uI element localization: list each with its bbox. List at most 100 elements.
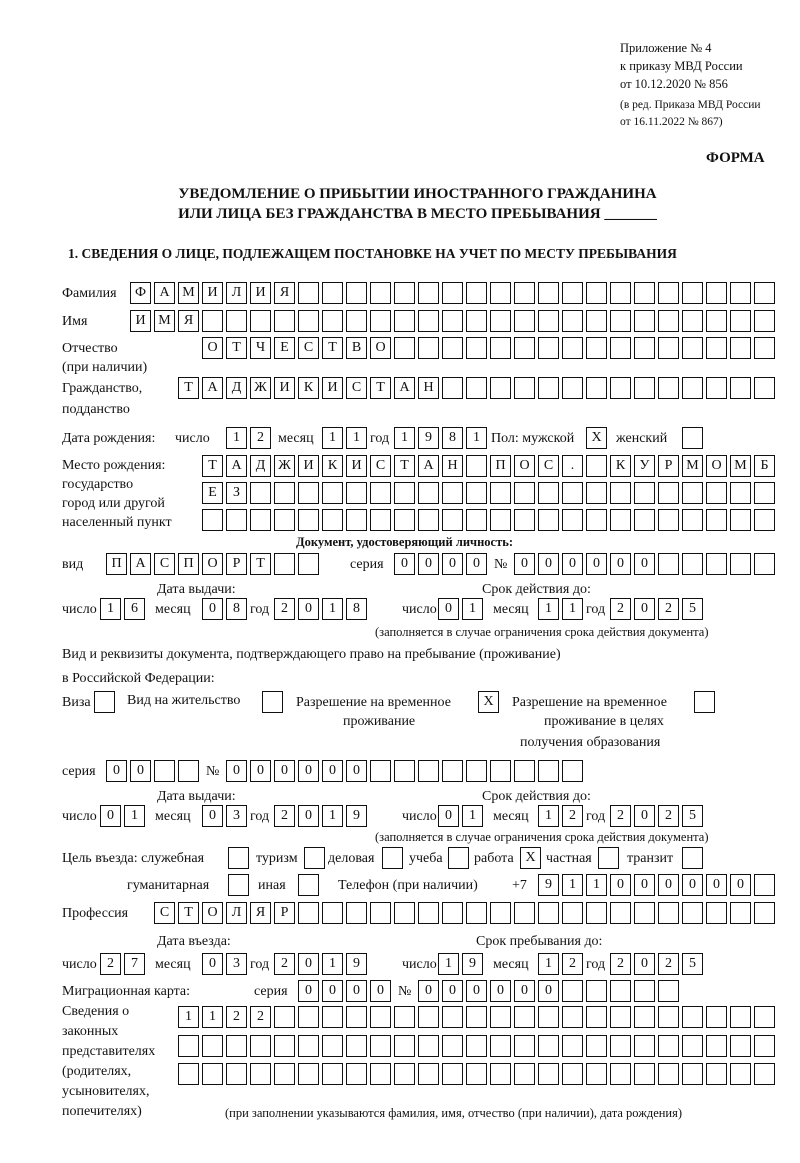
char-box (346, 1035, 367, 1057)
char-box (754, 553, 775, 575)
char-box (466, 1035, 487, 1057)
char-box (250, 1063, 271, 1085)
char-box: 0 (100, 805, 121, 827)
valid-date-label: Срок действия до: (482, 582, 591, 597)
char-box (562, 1063, 583, 1085)
char-box (610, 509, 631, 531)
char-box (610, 377, 631, 399)
char-box (586, 377, 607, 399)
char-box (610, 902, 631, 924)
char-box (226, 1035, 247, 1057)
char-box (658, 1006, 679, 1028)
char-box (754, 874, 775, 896)
char-box: 1 (462, 805, 483, 827)
char-box (298, 310, 319, 332)
char-box (562, 1006, 583, 1028)
char-box: А (418, 455, 439, 477)
char-box (562, 509, 583, 531)
sex-label: Пол: мужской (491, 431, 575, 446)
representatives-label: законных (62, 1024, 119, 1039)
char-box (442, 377, 463, 399)
char-box: О (202, 902, 223, 924)
purpose-label: работа (474, 851, 514, 866)
appendix-line: к приказу МВД России (620, 59, 743, 73)
char-box: О (370, 337, 391, 359)
char-box (370, 509, 391, 531)
char-box (634, 310, 655, 332)
year-label: год (250, 602, 270, 617)
char-box (490, 377, 511, 399)
char-box: И (250, 282, 271, 304)
birth-place-label: населенный пункт (62, 515, 172, 530)
char-box: 2 (274, 805, 295, 827)
char-box (562, 282, 583, 304)
char-box (562, 377, 583, 399)
char-box (586, 455, 607, 477)
char-box: 0 (298, 760, 319, 782)
char-box: О (202, 337, 223, 359)
year-label: год (586, 957, 606, 972)
char-box: 9 (346, 805, 367, 827)
char-box (394, 509, 415, 531)
purpose-label: гуманитарная (127, 878, 210, 893)
day-label: число (402, 602, 437, 617)
char-box (442, 482, 463, 504)
char-box: С (154, 902, 175, 924)
char-box (298, 509, 319, 531)
char-box: И (322, 377, 343, 399)
char-box (418, 1006, 439, 1028)
char-box (418, 337, 439, 359)
char-box (322, 310, 343, 332)
char-box (514, 310, 535, 332)
char-box (262, 691, 283, 713)
char-box (490, 902, 511, 924)
char-box: О (514, 455, 535, 477)
char-box (706, 902, 727, 924)
char-box (658, 509, 679, 531)
char-box: Е (202, 482, 223, 504)
char-box (346, 902, 367, 924)
migration-card-label: Миграционная карта: (62, 984, 191, 999)
char-box (250, 509, 271, 531)
char-box: 3 (226, 805, 247, 827)
char-box: 0 (250, 760, 271, 782)
char-box (706, 337, 727, 359)
kind-label: вид (62, 557, 84, 572)
char-box: 2 (562, 805, 583, 827)
char-box: 0 (490, 980, 511, 1002)
char-box (466, 509, 487, 531)
char-box: 0 (610, 553, 631, 575)
char-box (538, 509, 559, 531)
char-box (610, 337, 631, 359)
char-box (538, 1006, 559, 1028)
char-box (394, 1035, 415, 1057)
char-box: 0 (634, 874, 655, 896)
char-box: С (154, 553, 175, 575)
char-box (754, 1035, 775, 1057)
char-box (202, 509, 223, 531)
day-label: число (62, 809, 97, 824)
char-box: Р (226, 553, 247, 575)
char-box: X (478, 691, 499, 713)
char-box (634, 980, 655, 1002)
char-box (754, 310, 775, 332)
char-box (322, 1035, 343, 1057)
char-box (634, 1035, 655, 1057)
char-box: Т (322, 337, 343, 359)
birth-place-label: город или другой (62, 496, 165, 511)
char-box (298, 282, 319, 304)
year-label: год (586, 809, 606, 824)
char-box (514, 509, 535, 531)
char-box (682, 847, 703, 869)
char-box (370, 1006, 391, 1028)
char-box (346, 482, 367, 504)
char-box: 0 (634, 598, 655, 620)
appendix-line: Приложение № 4 (620, 41, 712, 55)
char-box: Д (250, 455, 271, 477)
char-box (682, 377, 703, 399)
month-label: месяц (155, 957, 191, 972)
char-box: 5 (682, 805, 703, 827)
char-box (370, 282, 391, 304)
char-box: С (538, 455, 559, 477)
char-box (466, 1063, 487, 1085)
